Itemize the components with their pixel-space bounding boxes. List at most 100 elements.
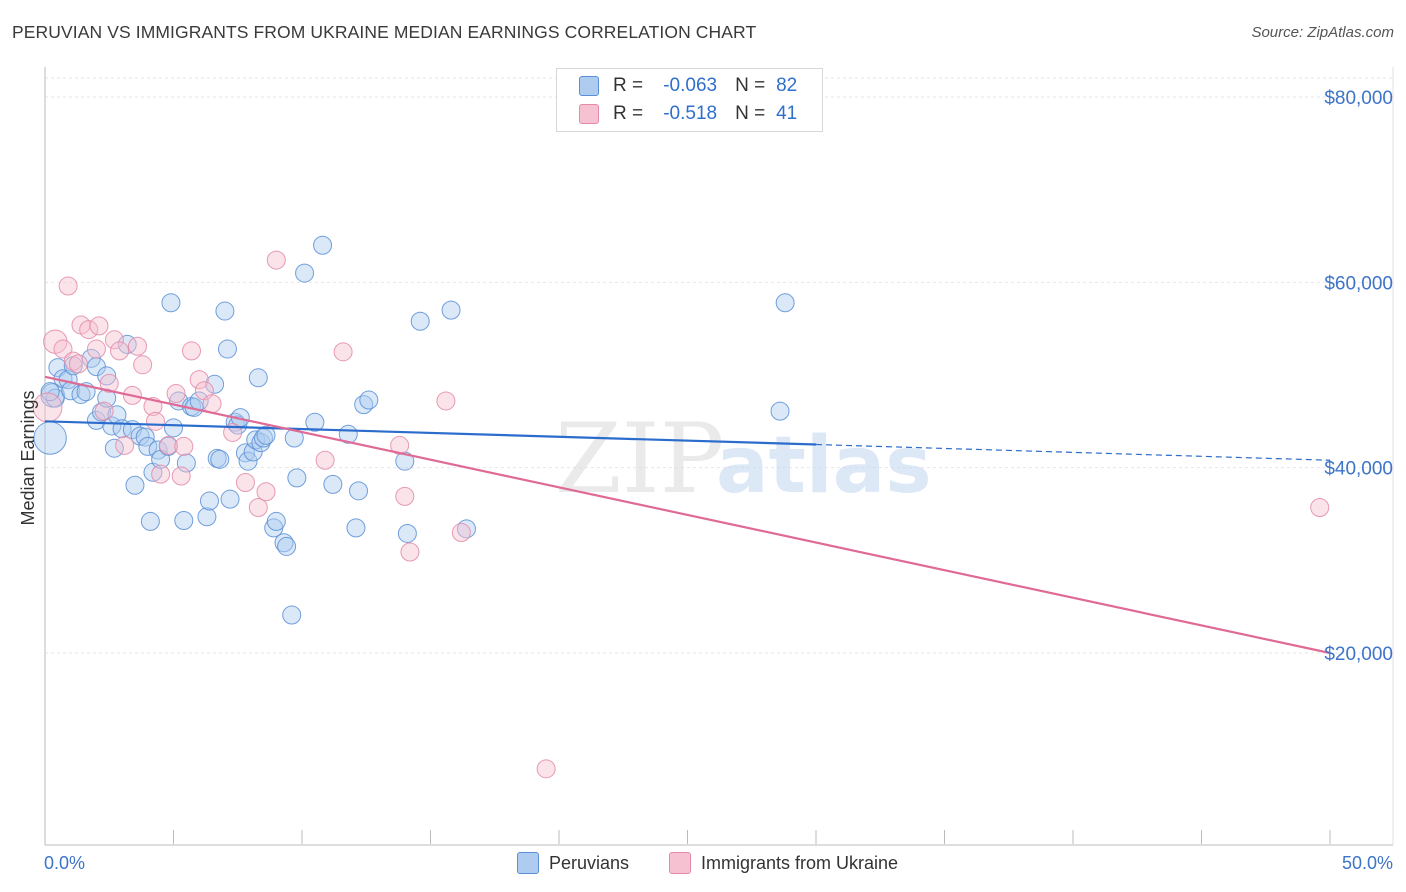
correlation-legend: R = -0.063 N = 82 R = -0.518 N = 41	[556, 68, 823, 132]
ukraine-point	[436, 391, 456, 411]
r-label: R =	[613, 75, 644, 96]
r-value: -0.518	[663, 103, 718, 124]
peruvian-point	[197, 507, 217, 527]
peruvian-point	[770, 401, 790, 421]
ukraine-point	[235, 472, 255, 492]
y-tick-label: $60,000	[1324, 273, 1393, 294]
peruvian-point	[138, 436, 158, 456]
peruvian-point	[210, 449, 230, 469]
legend-swatch-blue	[579, 76, 599, 96]
ukraine-point	[99, 373, 119, 393]
peruvian-point	[176, 453, 196, 473]
source-label: Source: ZipAtlas.com	[1251, 24, 1394, 41]
ukraine-trendline	[44, 375, 1331, 655]
ukraine-point	[390, 435, 410, 455]
legend-label: Peruvians	[549, 852, 630, 873]
peruvian-trendline-extension	[815, 443, 1331, 461]
y-axis-label: Median Earnings	[18, 390, 38, 525]
ukraine-point	[315, 450, 335, 470]
ukraine-point	[266, 250, 286, 270]
peruvian-point	[256, 425, 276, 445]
ukraine-point	[110, 341, 130, 361]
peruvian-point	[217, 339, 237, 359]
ukraine-point	[104, 330, 124, 350]
peruvian-point	[287, 468, 307, 488]
peruvian-point	[215, 301, 235, 321]
peruvian-point	[323, 474, 343, 494]
ukraine-point	[63, 351, 83, 371]
watermark-zip: ZIP	[555, 403, 724, 515]
ukraine-point	[79, 320, 99, 340]
peruvian-point	[282, 605, 302, 625]
ukraine-point	[400, 542, 420, 562]
peruvian-point	[174, 510, 194, 530]
peruvian-point	[220, 489, 240, 509]
ukraine-point	[53, 339, 73, 359]
legend-swatch-pink	[579, 104, 599, 124]
peruvian-point	[274, 533, 294, 553]
y-tick-label: $80,000	[1324, 88, 1393, 109]
y-tick-label: $20,000	[1324, 644, 1393, 665]
r-label: R =	[613, 103, 644, 124]
peruvian-point	[397, 523, 417, 543]
legend-row-peruvians: R = -0.063 N = 82	[579, 73, 798, 99]
ukraine-point	[68, 354, 88, 374]
ukraine-point	[395, 486, 415, 506]
peruvian-trendline	[44, 420, 817, 446]
legend-row-ukraine: R = -0.518 N = 41	[579, 101, 798, 127]
watermark: ZIP atlas	[555, 403, 932, 515]
chart-title: PERUVIAN VS IMMIGRANTS FROM UKRAINE MEDI…	[12, 22, 757, 42]
ukraine-point	[158, 435, 178, 455]
ukraine-point	[536, 759, 556, 779]
peruvian-point	[130, 426, 150, 446]
peruvian-point	[775, 293, 795, 313]
peruvian-point	[359, 390, 379, 410]
legend-swatch-pink	[669, 852, 691, 874]
legend-item-peruvians[interactable]: Peruvians	[517, 852, 629, 874]
peruvian-point	[253, 428, 273, 448]
legend-swatch-blue	[517, 852, 539, 874]
n-label: N =	[735, 75, 766, 96]
ukraine-point	[333, 342, 353, 362]
n-value: 41	[776, 103, 798, 124]
peruvian-point	[164, 418, 183, 438]
points-layer	[32, 235, 1330, 779]
ukraine-point	[133, 355, 153, 375]
peruvian-point	[305, 412, 325, 432]
peruvian-point	[125, 475, 145, 495]
peruvian-point	[246, 430, 266, 450]
ukraine-point	[248, 498, 268, 518]
ukraine-point	[58, 276, 78, 296]
ukraine-point	[151, 464, 171, 484]
peruvian-point	[97, 366, 117, 386]
legend-item-ukraine[interactable]: Immigrants from Ukraine	[669, 852, 898, 874]
peruvian-point	[456, 519, 476, 539]
peruvian-point	[349, 481, 369, 501]
ukraine-point	[166, 384, 186, 404]
axes-layer	[44, 67, 1394, 846]
peruvian-point	[266, 511, 286, 531]
peruvian-point	[441, 300, 461, 320]
peruvian-point	[205, 374, 225, 394]
peruvian-point	[33, 421, 67, 455]
r-value: -0.063	[663, 75, 718, 96]
peruvian-point	[295, 263, 315, 283]
peruvian-point	[40, 382, 60, 402]
x-tick-label: 50.0%	[1342, 853, 1393, 873]
ukraine-point	[89, 316, 109, 336]
grid-layer	[45, 77, 1393, 654]
ukraine-point	[181, 341, 201, 361]
ukraine-point	[146, 411, 166, 431]
peruvian-point	[410, 311, 430, 331]
peruvian-point	[140, 511, 160, 531]
peruvian-point	[395, 451, 415, 471]
ukraine-point	[1310, 498, 1330, 518]
x-tick-label: 0.0%	[44, 853, 85, 873]
n-value: 82	[776, 75, 798, 96]
trend-layer	[44, 375, 1331, 655]
series-legend: Peruvians Immigrants from Ukraine	[0, 852, 1406, 876]
ukraine-point	[94, 401, 114, 421]
y-tick-label: $40,000	[1324, 459, 1393, 480]
peruvian-point	[346, 518, 366, 538]
